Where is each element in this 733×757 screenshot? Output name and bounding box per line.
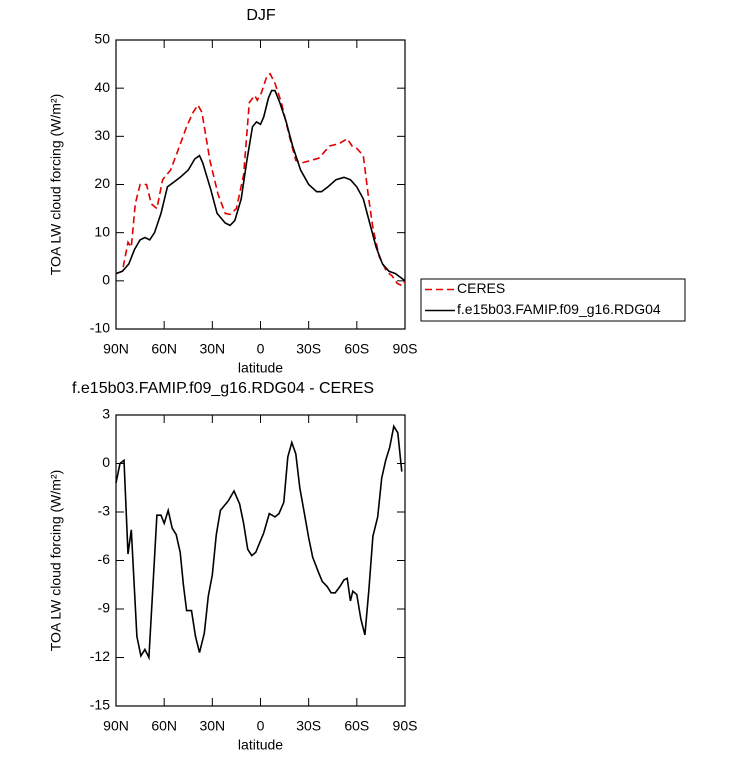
chart-title: DJF (246, 7, 276, 24)
y-tick-label: 40 (94, 79, 110, 95)
x-tick-label: 30N (199, 341, 225, 357)
y-tick-label: 0 (102, 454, 110, 470)
y-tick-label: -3 (98, 503, 111, 519)
legend-box (420, 278, 686, 322)
chart-title: f.e15b03.FAMIP.f09_g16.RDG04 - CERES (72, 380, 374, 397)
y-tick-label: -6 (98, 551, 111, 567)
legend-label: f.e15b03.FAMIP.f09_g16.RDG04 (457, 301, 661, 317)
x-tick-label: 90N (103, 718, 129, 734)
line-series (115, 424, 403, 661)
legend-label: CERES (457, 280, 505, 296)
y-axis-label: TOA LW cloud forcing (W/m²) (48, 470, 64, 652)
y-tick-label: 30 (94, 127, 110, 143)
plot-frame (115, 39, 406, 330)
x-tick-label: 60N (151, 718, 177, 734)
x-tick-label: 60S (344, 341, 369, 357)
y-tick-label: 3 (102, 406, 110, 422)
x-tick-label: 0 (257, 718, 265, 734)
y-tick-label: -10 (90, 320, 110, 336)
x-tick-label: 90S (393, 718, 418, 734)
line-series (115, 89, 406, 282)
x-tick-label: 30S (296, 718, 321, 734)
y-tick-label: 20 (94, 175, 110, 191)
y-tick-label: 0 (102, 272, 110, 288)
x-tick-label: 90N (103, 341, 129, 357)
y-tick-label: -15 (90, 697, 110, 713)
x-tick-label: 60N (151, 341, 177, 357)
x-axis-label: latitude (238, 737, 283, 753)
x-tick-label: 60S (344, 718, 369, 734)
x-tick-label: 90S (393, 341, 418, 357)
y-axis-label: TOA LW cloud forcing (W/m²) (48, 94, 64, 276)
x-tick-label: 30S (296, 341, 321, 357)
line-series (115, 72, 406, 287)
x-axis-label: latitude (238, 360, 283, 376)
x-tick-label: 0 (257, 341, 265, 357)
plot-frame (115, 414, 406, 707)
y-tick-label: 50 (94, 31, 110, 47)
y-tick-label: -9 (98, 600, 111, 616)
y-tick-label: -12 (90, 648, 110, 664)
x-tick-label: 30N (199, 718, 225, 734)
y-tick-label: 10 (94, 223, 110, 239)
